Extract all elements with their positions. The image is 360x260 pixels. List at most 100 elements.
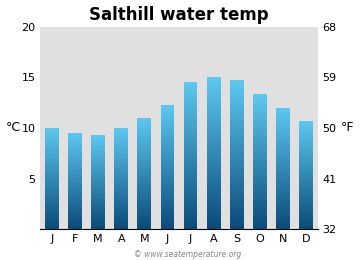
Bar <box>184 148 198 149</box>
Bar <box>299 200 313 201</box>
Bar <box>207 149 221 150</box>
Bar <box>114 210 128 211</box>
Bar <box>184 194 198 195</box>
Bar <box>45 147 59 148</box>
Bar <box>45 188 59 189</box>
Bar <box>91 188 105 189</box>
Bar <box>184 210 198 211</box>
Bar <box>68 148 82 149</box>
Bar <box>138 213 151 214</box>
Bar <box>114 191 128 192</box>
Bar <box>207 138 221 139</box>
Bar <box>138 227 151 228</box>
Bar <box>114 152 128 153</box>
Bar <box>138 180 151 181</box>
Bar <box>253 198 267 199</box>
Bar <box>68 204 82 205</box>
Bar <box>91 163 105 164</box>
Bar <box>161 179 174 180</box>
Bar <box>253 100 267 101</box>
Bar <box>276 213 290 214</box>
Bar <box>45 155 59 156</box>
Bar <box>184 158 198 159</box>
Bar <box>299 218 313 219</box>
Bar <box>230 187 244 188</box>
Bar <box>207 114 221 115</box>
Bar <box>230 93 244 94</box>
Bar <box>207 145 221 146</box>
Bar <box>276 167 290 168</box>
Bar <box>253 104 267 105</box>
Bar <box>68 177 82 178</box>
Bar <box>114 215 128 216</box>
Bar <box>161 113 174 114</box>
Bar <box>299 183 313 184</box>
Bar <box>230 145 244 146</box>
Bar <box>161 216 174 217</box>
Bar <box>230 211 244 212</box>
Bar <box>114 190 128 191</box>
Bar <box>114 219 128 220</box>
Bar <box>276 185 290 186</box>
Bar <box>45 184 59 185</box>
Bar <box>45 218 59 219</box>
Bar <box>299 151 313 152</box>
Bar <box>114 175 128 176</box>
Bar <box>114 223 128 224</box>
Bar <box>207 212 221 213</box>
Bar <box>230 109 244 110</box>
Bar <box>68 213 82 214</box>
Bar <box>276 125 290 126</box>
Bar <box>230 208 244 209</box>
Bar <box>161 218 174 219</box>
Bar <box>68 136 82 137</box>
Bar <box>138 152 151 153</box>
Bar <box>230 97 244 98</box>
Bar <box>276 156 290 157</box>
Bar <box>138 199 151 200</box>
Bar <box>299 198 313 199</box>
Bar <box>138 124 151 125</box>
Bar <box>114 217 128 218</box>
Bar <box>299 173 313 174</box>
Bar <box>138 195 151 196</box>
Bar <box>299 205 313 206</box>
Bar <box>276 210 290 211</box>
Bar <box>161 172 174 173</box>
Bar <box>138 161 151 162</box>
Bar <box>276 212 290 213</box>
Bar <box>68 209 82 210</box>
Bar <box>91 160 105 161</box>
Bar <box>45 143 59 144</box>
Bar <box>161 217 174 218</box>
Bar <box>161 194 174 195</box>
Bar <box>253 212 267 213</box>
Bar <box>253 151 267 152</box>
Bar <box>45 140 59 141</box>
Bar <box>230 226 244 227</box>
Bar <box>276 159 290 160</box>
Bar <box>230 103 244 104</box>
Bar <box>184 202 198 203</box>
Bar <box>161 108 174 109</box>
Bar <box>161 125 174 126</box>
Bar <box>184 86 198 87</box>
Bar <box>161 215 174 216</box>
Bar <box>207 133 221 134</box>
Bar <box>138 212 151 213</box>
Bar <box>114 185 128 186</box>
Bar <box>230 186 244 187</box>
Bar <box>299 159 313 160</box>
Bar <box>299 141 313 142</box>
Bar <box>68 180 82 181</box>
Bar <box>207 134 221 135</box>
Bar <box>161 112 174 113</box>
Bar <box>299 193 313 194</box>
Bar <box>45 211 59 212</box>
Bar <box>138 150 151 151</box>
Bar <box>114 216 128 217</box>
Bar <box>68 196 82 197</box>
Bar <box>299 225 313 226</box>
Bar <box>207 113 221 114</box>
Bar <box>276 163 290 164</box>
